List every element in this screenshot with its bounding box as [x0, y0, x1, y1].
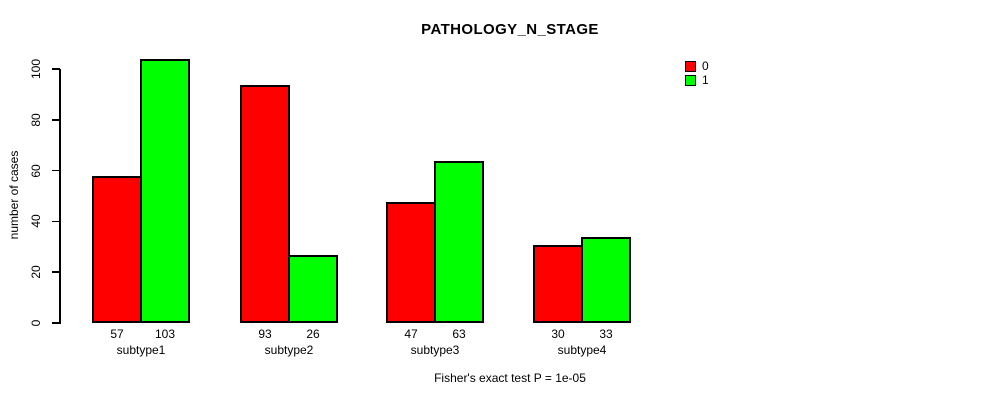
- bar-0-subtype2: [240, 84, 290, 323]
- y-axis-tick-label: 80: [29, 113, 43, 127]
- legend-label: 0: [702, 59, 709, 73]
- bar-0-subtype1: [92, 176, 142, 323]
- x-category-label: subtype1: [116, 343, 166, 357]
- bar-value-label: 26: [306, 327, 320, 341]
- bar-1-subtype2: [288, 254, 338, 323]
- y-axis-tick: [52, 322, 60, 324]
- y-axis-tick: [52, 169, 60, 172]
- bar-value-label: 93: [258, 327, 272, 341]
- bar-1-subtype3: [434, 160, 484, 323]
- y-axis-tick: [52, 220, 60, 223]
- y-axis-tick-label: 40: [29, 214, 43, 229]
- y-axis-line: [59, 69, 61, 324]
- legend-item: 1: [685, 73, 709, 87]
- bar-1-subtype1: [140, 59, 190, 323]
- bar-0-subtype4: [533, 244, 583, 323]
- bar-0-subtype3: [386, 201, 436, 323]
- x-category-label: subtype4: [557, 343, 607, 357]
- y-axis-title: number of cases: [7, 150, 21, 240]
- y-axis-tick-label: 0: [29, 319, 43, 327]
- legend-swatch-0: [685, 61, 696, 72]
- bar-value-label: 57: [110, 327, 124, 341]
- y-axis-tick: [52, 119, 60, 121]
- legend-item: 0: [685, 59, 709, 73]
- bar-1-subtype4: [581, 237, 631, 323]
- x-category-label: subtype3: [410, 343, 460, 357]
- fisher-test-annotation: Fisher's exact test P = 1e-05: [434, 371, 586, 385]
- x-category-label: subtype2: [264, 343, 314, 357]
- bar-value-label: 33: [599, 327, 613, 341]
- y-axis-tick: [52, 68, 60, 70]
- y-axis-tick-label: 60: [29, 163, 43, 178]
- bar-value-label: 103: [154, 327, 176, 341]
- legend-swatch-1: [685, 75, 696, 86]
- y-axis-tick-label: 100: [29, 58, 43, 80]
- bar-value-label: 63: [452, 327, 466, 341]
- bar-value-label: 47: [404, 327, 418, 341]
- y-axis-tick: [52, 271, 60, 273]
- y-axis-tick-label: 20: [29, 265, 43, 279]
- bar-value-label: 30: [551, 327, 565, 341]
- legend-label: 1: [702, 73, 709, 87]
- chart-title: PATHOLOGY_N_STAGE: [421, 21, 599, 38]
